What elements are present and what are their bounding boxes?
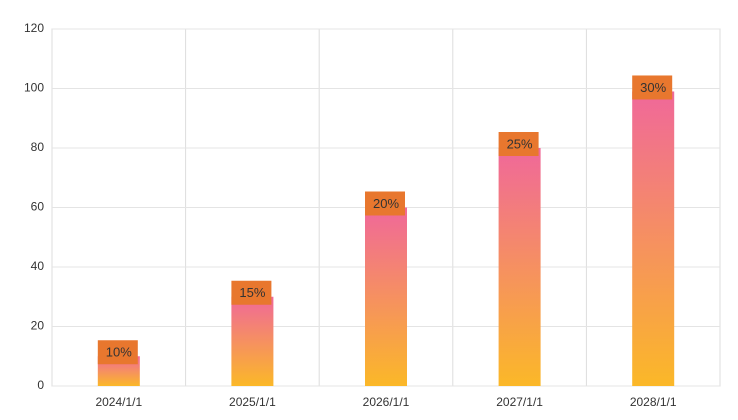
y-tick-label: 20 (31, 319, 45, 333)
annotation-box (365, 191, 405, 216)
annotation-label: 20% (373, 196, 399, 211)
annotation-label: 30% (640, 80, 666, 95)
y-tick-label: 120 (24, 21, 44, 35)
annotation-box (498, 132, 539, 156)
x-tick-label: 2027/1/1 (496, 395, 543, 409)
annotation-box (97, 340, 138, 365)
annotation-box (632, 75, 673, 100)
annotation-label: 25% (507, 136, 533, 151)
bar (632, 91, 675, 386)
annotation-box (231, 280, 272, 305)
x-tick-label: 2028/1/1 (630, 395, 677, 409)
y-tick-label: 40 (31, 259, 45, 273)
annotation-label: 15% (239, 285, 265, 300)
x-tick-label: 2025/1/1 (229, 395, 276, 409)
bar (498, 148, 541, 386)
bar (365, 207, 407, 386)
x-tick-label: 2024/1/1 (95, 395, 142, 409)
y-tick-label: 60 (31, 200, 45, 214)
annotation-label: 10% (106, 345, 132, 360)
y-tick-label: 100 (24, 81, 44, 95)
y-tick-label: 80 (31, 140, 45, 154)
x-tick-label: 2026/1/1 (363, 395, 410, 409)
y-tick-label: 0 (37, 378, 44, 392)
bar (231, 296, 274, 386)
